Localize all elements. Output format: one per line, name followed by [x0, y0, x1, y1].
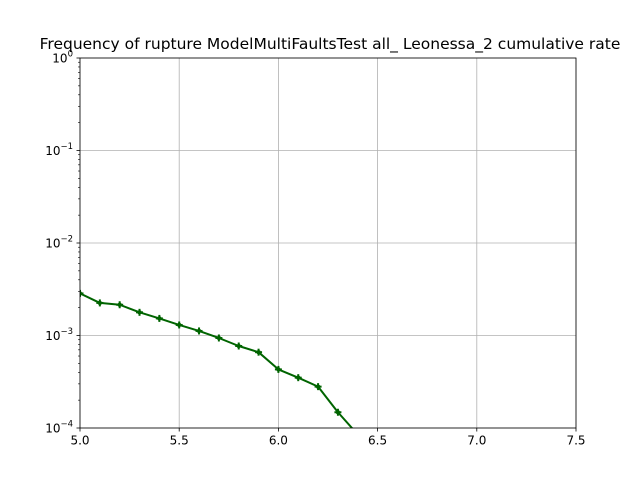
y-tick-label-base: 10: [45, 329, 60, 343]
data-point-marker: [314, 383, 322, 391]
marker-dot: [296, 375, 301, 380]
data-point-marker: [116, 301, 124, 309]
data-point-marker: [155, 314, 163, 322]
chart-title: Frequency of rupture ModelMultiFaultsTes…: [40, 35, 621, 54]
marker-dot: [177, 322, 182, 328]
x-tick-label: 5.0: [70, 434, 89, 448]
y-tick-label-exponent: −1: [60, 142, 73, 152]
data-layer: [80, 289, 354, 428]
data-point-marker: [80, 289, 84, 297]
marker-dot: [315, 384, 321, 389]
marker-dot: [216, 335, 222, 341]
y-tick-label-exponent: 0: [68, 50, 73, 60]
y-tick-label-exponent: −2: [60, 235, 73, 245]
y-tick-label-exponent: −4: [60, 420, 73, 430]
data-point-marker: [255, 348, 263, 356]
y-tick-label: 10−1: [45, 142, 73, 158]
y-tick-label-base: 10: [45, 237, 60, 251]
x-tick-label: 6.5: [368, 434, 387, 448]
y-tick-label: 10−4: [45, 420, 73, 436]
marker-dot: [236, 343, 241, 349]
data-point-marker: [334, 408, 342, 416]
data-point-marker: [195, 327, 203, 335]
data-point-marker: [294, 374, 302, 382]
data-point-marker: [136, 308, 144, 316]
axes-frame: [79, 57, 577, 429]
y-tick-label: 10−2: [45, 235, 73, 251]
marker-dot: [97, 300, 103, 306]
marker-dot: [196, 328, 202, 334]
data-point-marker: [235, 342, 243, 350]
marker-dot: [157, 316, 162, 321]
marker-dot: [335, 410, 341, 415]
data-point-marker: [96, 299, 104, 307]
marker-dot: [137, 310, 142, 315]
y-tick-label-base: 10: [52, 52, 67, 66]
x-tick-label: 7.0: [467, 434, 486, 448]
y-tick-label-base: 10: [45, 144, 60, 158]
marker-dot: [80, 291, 83, 296]
marker-dot: [256, 349, 261, 355]
x-tick-label: 5.5: [170, 434, 189, 448]
data-point-marker: [215, 334, 223, 342]
y-tick-label-base: 10: [45, 422, 60, 436]
data-point-marker: [175, 321, 183, 329]
data-point-marker: [274, 365, 282, 373]
marker-dot: [117, 302, 122, 307]
x-tick-label: 6.0: [269, 434, 288, 448]
y-tick-label-exponent: −3: [60, 327, 73, 337]
y-tick-label: 10−3: [45, 327, 73, 343]
marker-dot: [276, 367, 281, 372]
y-tick-label: 100: [52, 50, 73, 66]
x-tick-label: 7.5: [566, 434, 585, 448]
